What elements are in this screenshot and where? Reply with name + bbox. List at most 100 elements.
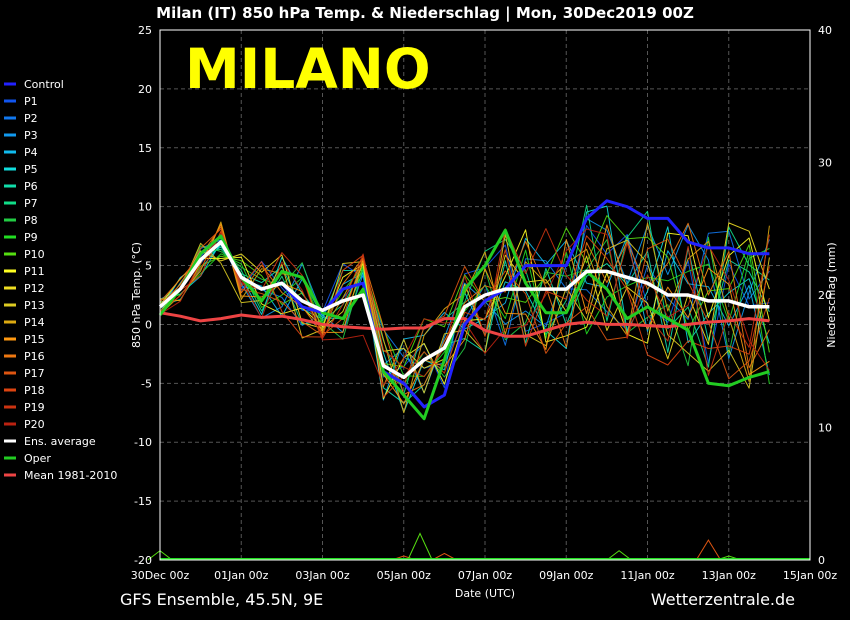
x-tick-label: 15Jan 00z: [783, 569, 837, 582]
x-tick-label: 30Dec 00z: [131, 569, 190, 582]
legend-label: P2: [24, 112, 38, 125]
legend-item: P6: [4, 180, 38, 193]
legend-item: P12: [4, 282, 45, 295]
x-tick-label: 11Jan 00z: [620, 569, 674, 582]
legend-label: P7: [24, 197, 38, 210]
y-tick-label: 10: [138, 201, 152, 214]
x-tick-label: 01Jan 00z: [214, 569, 268, 582]
y-tick-label: -15: [134, 495, 152, 508]
legend-label: P17: [24, 367, 45, 380]
legend-label: Mean 1981-2010: [24, 469, 117, 482]
legend-label: P13: [24, 299, 45, 312]
legend-label: P8: [24, 214, 38, 227]
footer-site: Wetterzentrale.de: [651, 590, 795, 609]
legend-label: Oper: [24, 452, 51, 465]
legend-label: P11: [24, 265, 45, 278]
legend-label: P3: [24, 129, 38, 142]
member-line-p10: [159, 215, 770, 368]
member-line-p8: [159, 236, 770, 386]
x-tick-label: 13Jan 00z: [702, 569, 756, 582]
precip-peak: [695, 539, 722, 561]
legend-label: Control: [24, 78, 64, 91]
y-tick-label: -20: [134, 554, 152, 567]
legend-item: P2: [4, 112, 38, 125]
member-line-p17: [159, 228, 770, 386]
legend-label: P16: [24, 350, 45, 363]
legend-item: P8: [4, 214, 38, 227]
legend-label: P18: [24, 384, 45, 397]
series-line-oper: [158, 228, 770, 421]
x-tick-label: 05Jan 00z: [377, 569, 431, 582]
legend-label: P19: [24, 401, 45, 414]
legend-item: P1: [4, 95, 38, 108]
legend-item: P3: [4, 129, 38, 142]
x-axis-ticks: 30Dec 00z 01Jan 00z 03Jan 00z 05Jan 00z 07Ja…: [131, 569, 838, 582]
y-tick-label: -5: [141, 377, 152, 390]
y-axis-label: 850 hPa Temp. (°C): [130, 242, 143, 348]
series-lines: [158, 199, 770, 421]
series-line-mean-1981-2010: [159, 311, 770, 338]
y-tick-label: -10: [134, 436, 152, 449]
precip-peak: [606, 550, 632, 561]
member-line-p11: [159, 229, 770, 400]
precip-peak: [431, 552, 457, 561]
legend-label: P5: [24, 163, 38, 176]
legend-item: P14: [4, 316, 45, 329]
legend-item: Control: [4, 78, 64, 91]
legend-label: P9: [24, 231, 38, 244]
legend-item: P20: [4, 418, 45, 431]
legend-label: P1: [24, 95, 38, 108]
plot-frame: [159, 29, 811, 561]
legend-label: P6: [24, 180, 38, 193]
legend-item: P7: [4, 197, 38, 210]
legend-label: Ens. average: [24, 435, 96, 448]
legend-label: P20: [24, 418, 45, 431]
y-tick-label: 20: [138, 83, 152, 96]
y2-axis-label: Niederschlag (mm): [825, 242, 838, 347]
legend-item: P5: [4, 163, 38, 176]
y2-tick-label: 20: [818, 289, 832, 302]
legend: Control P1 P2 P3 P4 P5 P6 P7 P8 P9 P10 P11 P12 P13 P14…: [4, 78, 117, 482]
legend-item: P15: [4, 333, 45, 346]
series-line-ens-average: [158, 240, 770, 380]
member-line-p7: [159, 204, 770, 395]
member-line-p9: [159, 249, 770, 385]
grid: [160, 30, 810, 560]
y-tick-label: 15: [138, 142, 152, 155]
member-line-p18: [159, 230, 770, 398]
legend-item: P16: [4, 350, 45, 363]
legend-label: P10: [24, 248, 45, 261]
member-line-p12: [159, 222, 770, 369]
legend-item: P18: [4, 384, 45, 397]
legend-item: P9: [4, 231, 38, 244]
legend-item: P4: [4, 146, 38, 159]
x-axis-label: Date (UTC): [455, 587, 515, 600]
member-line-p16: [159, 222, 770, 395]
y-tick-label: 0: [145, 318, 152, 331]
y-axis-ticks: -20 -15 -10 -5 0 5 10 15 20 25: [134, 24, 152, 567]
watermark-title: MILANO: [185, 37, 431, 101]
precip-peak: [407, 532, 433, 561]
legend-item: Ens. average: [4, 435, 96, 448]
member-line-p15: [159, 223, 770, 405]
legend-item: P13: [4, 299, 45, 312]
x-tick-label: 09Jan 00z: [539, 569, 593, 582]
x-tick-label: 03Jan 00z: [295, 569, 349, 582]
legend-item: P11: [4, 265, 45, 278]
legend-label: P15: [24, 333, 45, 346]
y-tick-label: 5: [145, 260, 152, 273]
legend-item: P10: [4, 248, 45, 261]
chart-title: Milan (IT) 850 hPa Temp. & Niederschlag …: [156, 4, 694, 23]
legend-item: Mean 1981-2010: [4, 469, 117, 482]
y2-tick-label: 10: [818, 422, 832, 435]
legend-item: Oper: [4, 452, 51, 465]
y2-tick-label: 0: [818, 554, 825, 567]
y2-axis-ticks: 0 10 20 30 40: [818, 24, 832, 567]
legend-label: P4: [24, 146, 38, 159]
legend-label: P14: [24, 316, 45, 329]
legend-item: P19: [4, 401, 45, 414]
legend-label: P12: [24, 282, 45, 295]
legend-item: P17: [4, 367, 45, 380]
footer-source: GFS Ensemble, 45.5N, 9E: [120, 590, 323, 609]
